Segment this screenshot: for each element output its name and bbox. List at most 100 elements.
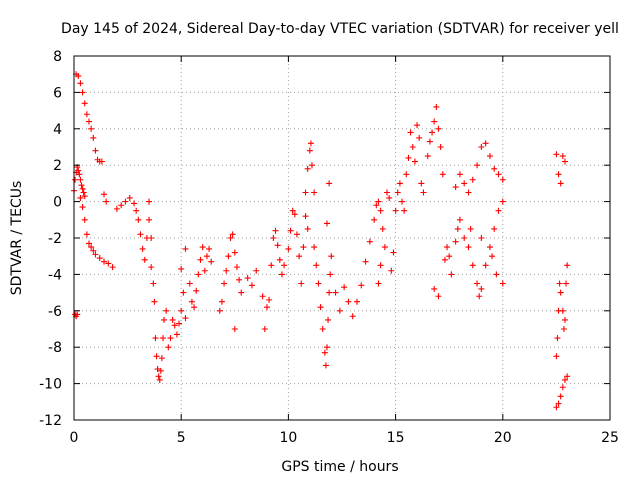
- data-point: [326, 180, 333, 187]
- data-point: [420, 189, 427, 196]
- data-point: [83, 111, 90, 118]
- y-tick-label: 2: [53, 158, 62, 174]
- data-point: [418, 180, 425, 187]
- data-point: [491, 225, 498, 232]
- data-point: [461, 180, 468, 187]
- y-tick-label: 4: [53, 122, 62, 138]
- data-point: [495, 171, 502, 178]
- data-point: [131, 200, 138, 207]
- data-point: [287, 227, 294, 234]
- data-point: [81, 193, 88, 200]
- data-point: [366, 238, 373, 245]
- data-point: [482, 140, 489, 147]
- data-point: [555, 171, 562, 178]
- data-point: [401, 207, 408, 214]
- data-point: [433, 103, 440, 110]
- data-point: [253, 267, 260, 274]
- data-point: [298, 280, 305, 287]
- data-point: [478, 144, 485, 150]
- data-point: [371, 216, 378, 223]
- data-point: [448, 271, 455, 278]
- data-point: [375, 198, 382, 205]
- data-point: [553, 151, 560, 158]
- data-point: [424, 153, 431, 160]
- data-point: [553, 353, 560, 360]
- data-point: [390, 249, 397, 256]
- data-point: [291, 211, 298, 218]
- data-point: [493, 271, 500, 278]
- data-point: [248, 282, 255, 289]
- data-point: [78, 182, 85, 189]
- data-point: [146, 198, 153, 205]
- data-point: [322, 362, 329, 369]
- y-tick-label: -8: [48, 340, 62, 356]
- data-point: [323, 220, 330, 227]
- data-point: [486, 153, 493, 160]
- data-point: [564, 262, 571, 269]
- data-point: [75, 73, 82, 80]
- data-point: [92, 147, 99, 154]
- data-point: [435, 125, 442, 132]
- data-point: [182, 245, 189, 252]
- data-point: [236, 276, 243, 283]
- data-point: [307, 140, 314, 147]
- data-point: [268, 262, 275, 269]
- data-point: [171, 322, 178, 329]
- data-point: [560, 326, 567, 332]
- data-point: [321, 349, 328, 356]
- data-point: [135, 216, 142, 223]
- data-point: [276, 256, 283, 263]
- y-tick-label: -4: [48, 267, 62, 283]
- data-point: [98, 158, 105, 165]
- data-point: [173, 331, 180, 338]
- x-tick-label: 20: [494, 430, 512, 446]
- data-point: [88, 244, 95, 251]
- chart-title: Day 145 of 2024, Sidereal Day-to-day VTE…: [61, 21, 619, 37]
- data-point: [221, 280, 228, 287]
- data-point: [315, 280, 322, 287]
- data-point: [137, 231, 144, 238]
- data-point: [499, 198, 506, 205]
- data-point: [76, 171, 83, 178]
- data-point: [158, 355, 165, 362]
- data-point: [431, 118, 438, 125]
- data-point: [244, 275, 251, 282]
- data-point: [156, 376, 163, 383]
- data-point: [304, 165, 311, 172]
- data-point: [561, 376, 568, 383]
- data-point: [327, 271, 334, 278]
- data-point: [465, 189, 472, 196]
- data-point: [358, 282, 365, 289]
- data-point: [199, 244, 206, 251]
- y-axis-label: SDTVAR / TECUs: [9, 181, 25, 296]
- data-point: [152, 335, 159, 342]
- data-point: [86, 240, 93, 247]
- data-point: [405, 154, 412, 161]
- data-point: [556, 280, 563, 287]
- data-point: [416, 134, 423, 141]
- data-point: [77, 176, 84, 183]
- data-point: [150, 280, 157, 287]
- data-point: [88, 125, 95, 132]
- data-point: [362, 258, 369, 265]
- data-point: [122, 198, 129, 205]
- data-point: [165, 344, 172, 351]
- data-point: [439, 171, 446, 178]
- data-point: [465, 244, 472, 251]
- data-point: [454, 225, 461, 232]
- data-point: [261, 326, 268, 332]
- data-point: [486, 244, 493, 251]
- data-point: [74, 311, 81, 318]
- data-point: [229, 231, 236, 238]
- data-point: [101, 258, 108, 265]
- y-tick-label: -2: [48, 231, 62, 247]
- y-tick-label: -6: [48, 304, 62, 320]
- data-point: [148, 235, 155, 241]
- data-point: [426, 138, 433, 145]
- data-point: [461, 235, 468, 241]
- data-point: [311, 189, 318, 196]
- data-point: [411, 158, 418, 165]
- data-point: [77, 194, 84, 201]
- data-point: [133, 207, 140, 214]
- data-point: [379, 225, 386, 232]
